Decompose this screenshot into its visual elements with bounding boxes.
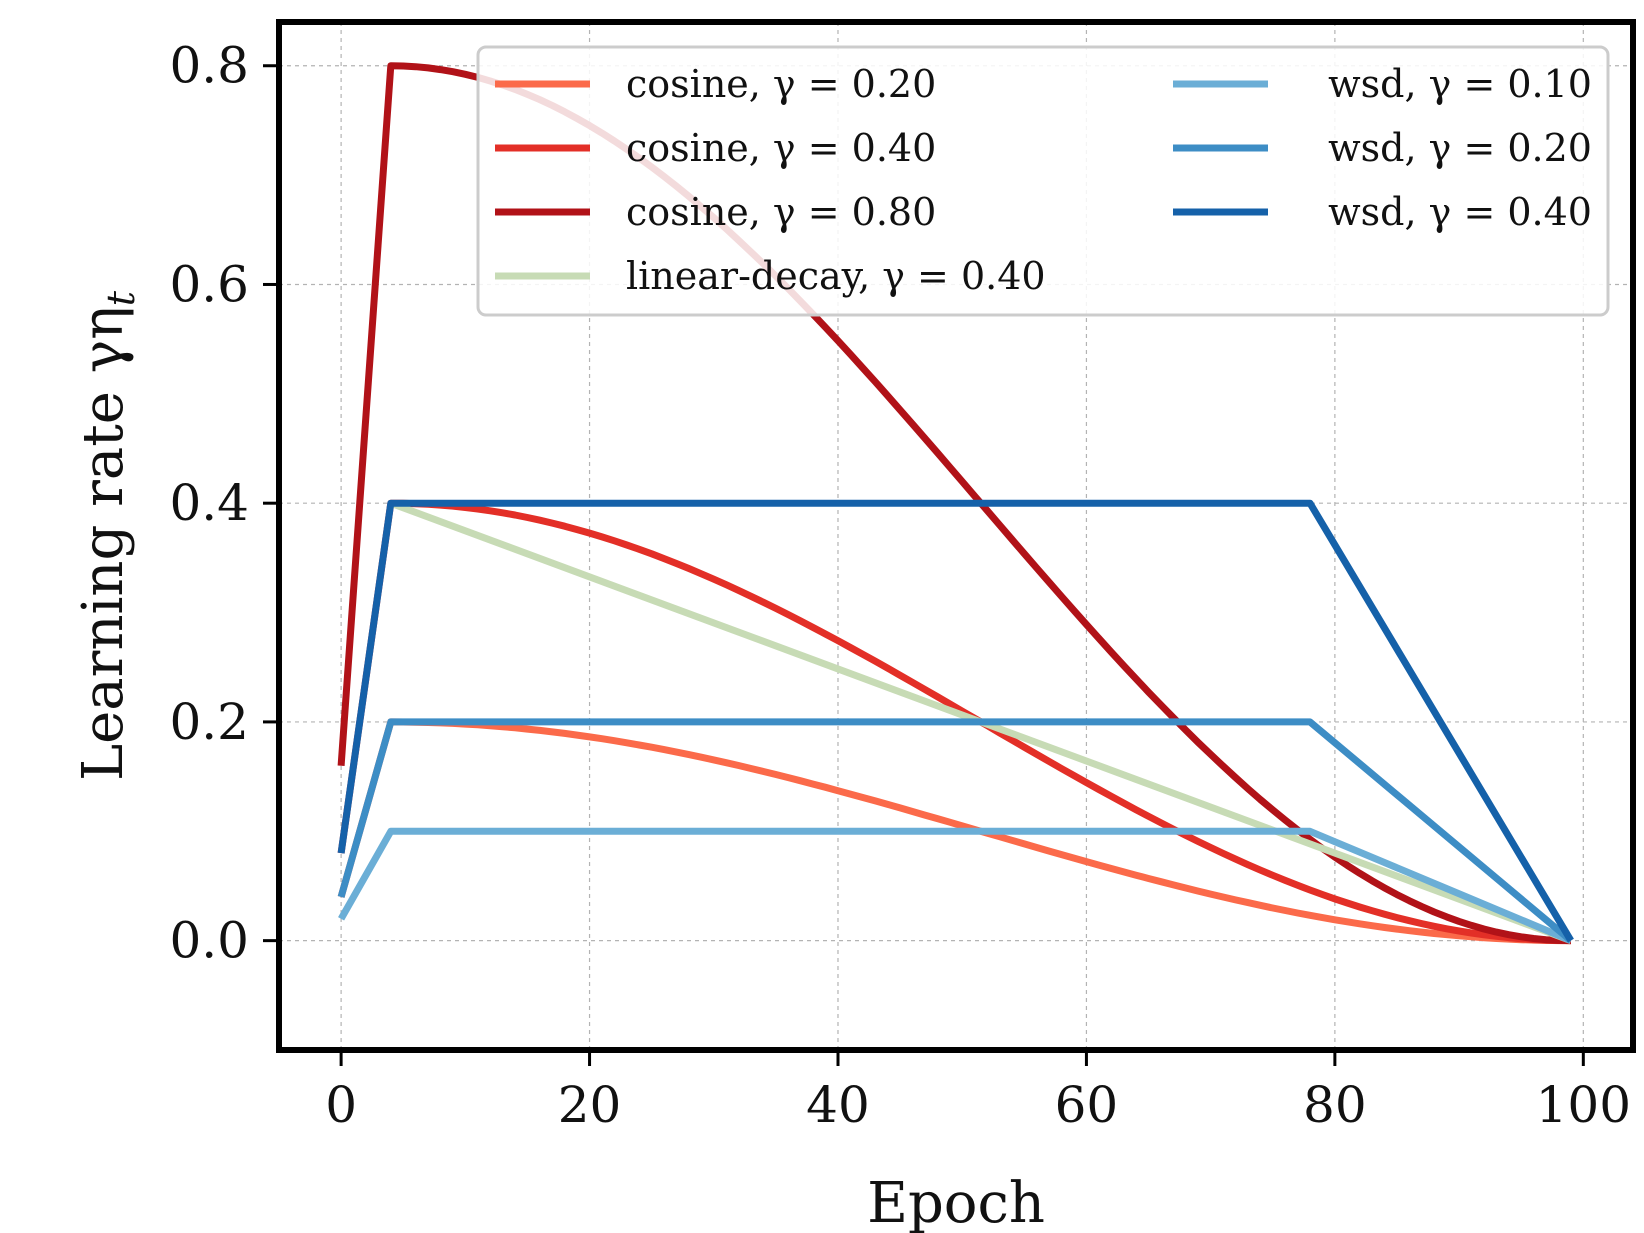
legend-label: wsd, γ = 0.20 <box>1328 126 1592 170</box>
legend-box <box>476 45 1610 317</box>
y-tick-label: 0.2 <box>169 693 249 751</box>
plot-frame <box>276 19 1636 1053</box>
x-tick-label: 0 <box>325 1076 357 1134</box>
y-tick-label: 0.8 <box>169 37 249 95</box>
legend-label: cosine, γ = 0.40 <box>626 126 936 170</box>
legend-label: cosine, γ = 0.20 <box>626 62 936 106</box>
y-axis-title-main: Learning rate γη <box>71 306 136 781</box>
series-line-wsd-0.4 <box>337 499 1574 943</box>
x-tick-label: 80 <box>1303 1076 1367 1134</box>
x-tick-label: 60 <box>1055 1076 1119 1134</box>
x-axis-title: Epoch <box>867 1171 1045 1233</box>
y-axis-title-subscript: t <box>99 290 143 306</box>
series-line-wsd-0.1 <box>338 827 1573 944</box>
legend-label: cosine, γ = 0.80 <box>626 190 936 234</box>
series-lines <box>337 62 1574 945</box>
legend-label: wsd, γ = 0.40 <box>1328 190 1592 234</box>
x-tick-label: 20 <box>558 1076 622 1134</box>
x-ticks: 0 20 40 60 80 100 <box>325 1053 1631 1134</box>
y-tick-label: 0.6 <box>169 255 249 313</box>
legend: cosine, γ = 0.20 cosine, γ = 0.40 cosine, … <box>476 45 1610 317</box>
y-tick-label: 0.4 <box>169 474 249 532</box>
y-tick-label: 0.0 <box>169 912 249 970</box>
series-line-wsd-0.2 <box>337 718 1574 944</box>
x-tick-label: 40 <box>806 1076 870 1134</box>
legend-label: wsd, γ = 0.10 <box>1328 62 1592 106</box>
x-tick-label: 100 <box>1536 1076 1631 1134</box>
y-ticks: 0.0 0.2 0.4 0.6 0.8 <box>169 37 276 970</box>
y-axis-title: Learning rate γηt <box>71 290 143 781</box>
legend-label: linear-decay, γ = 0.40 <box>626 254 1046 298</box>
